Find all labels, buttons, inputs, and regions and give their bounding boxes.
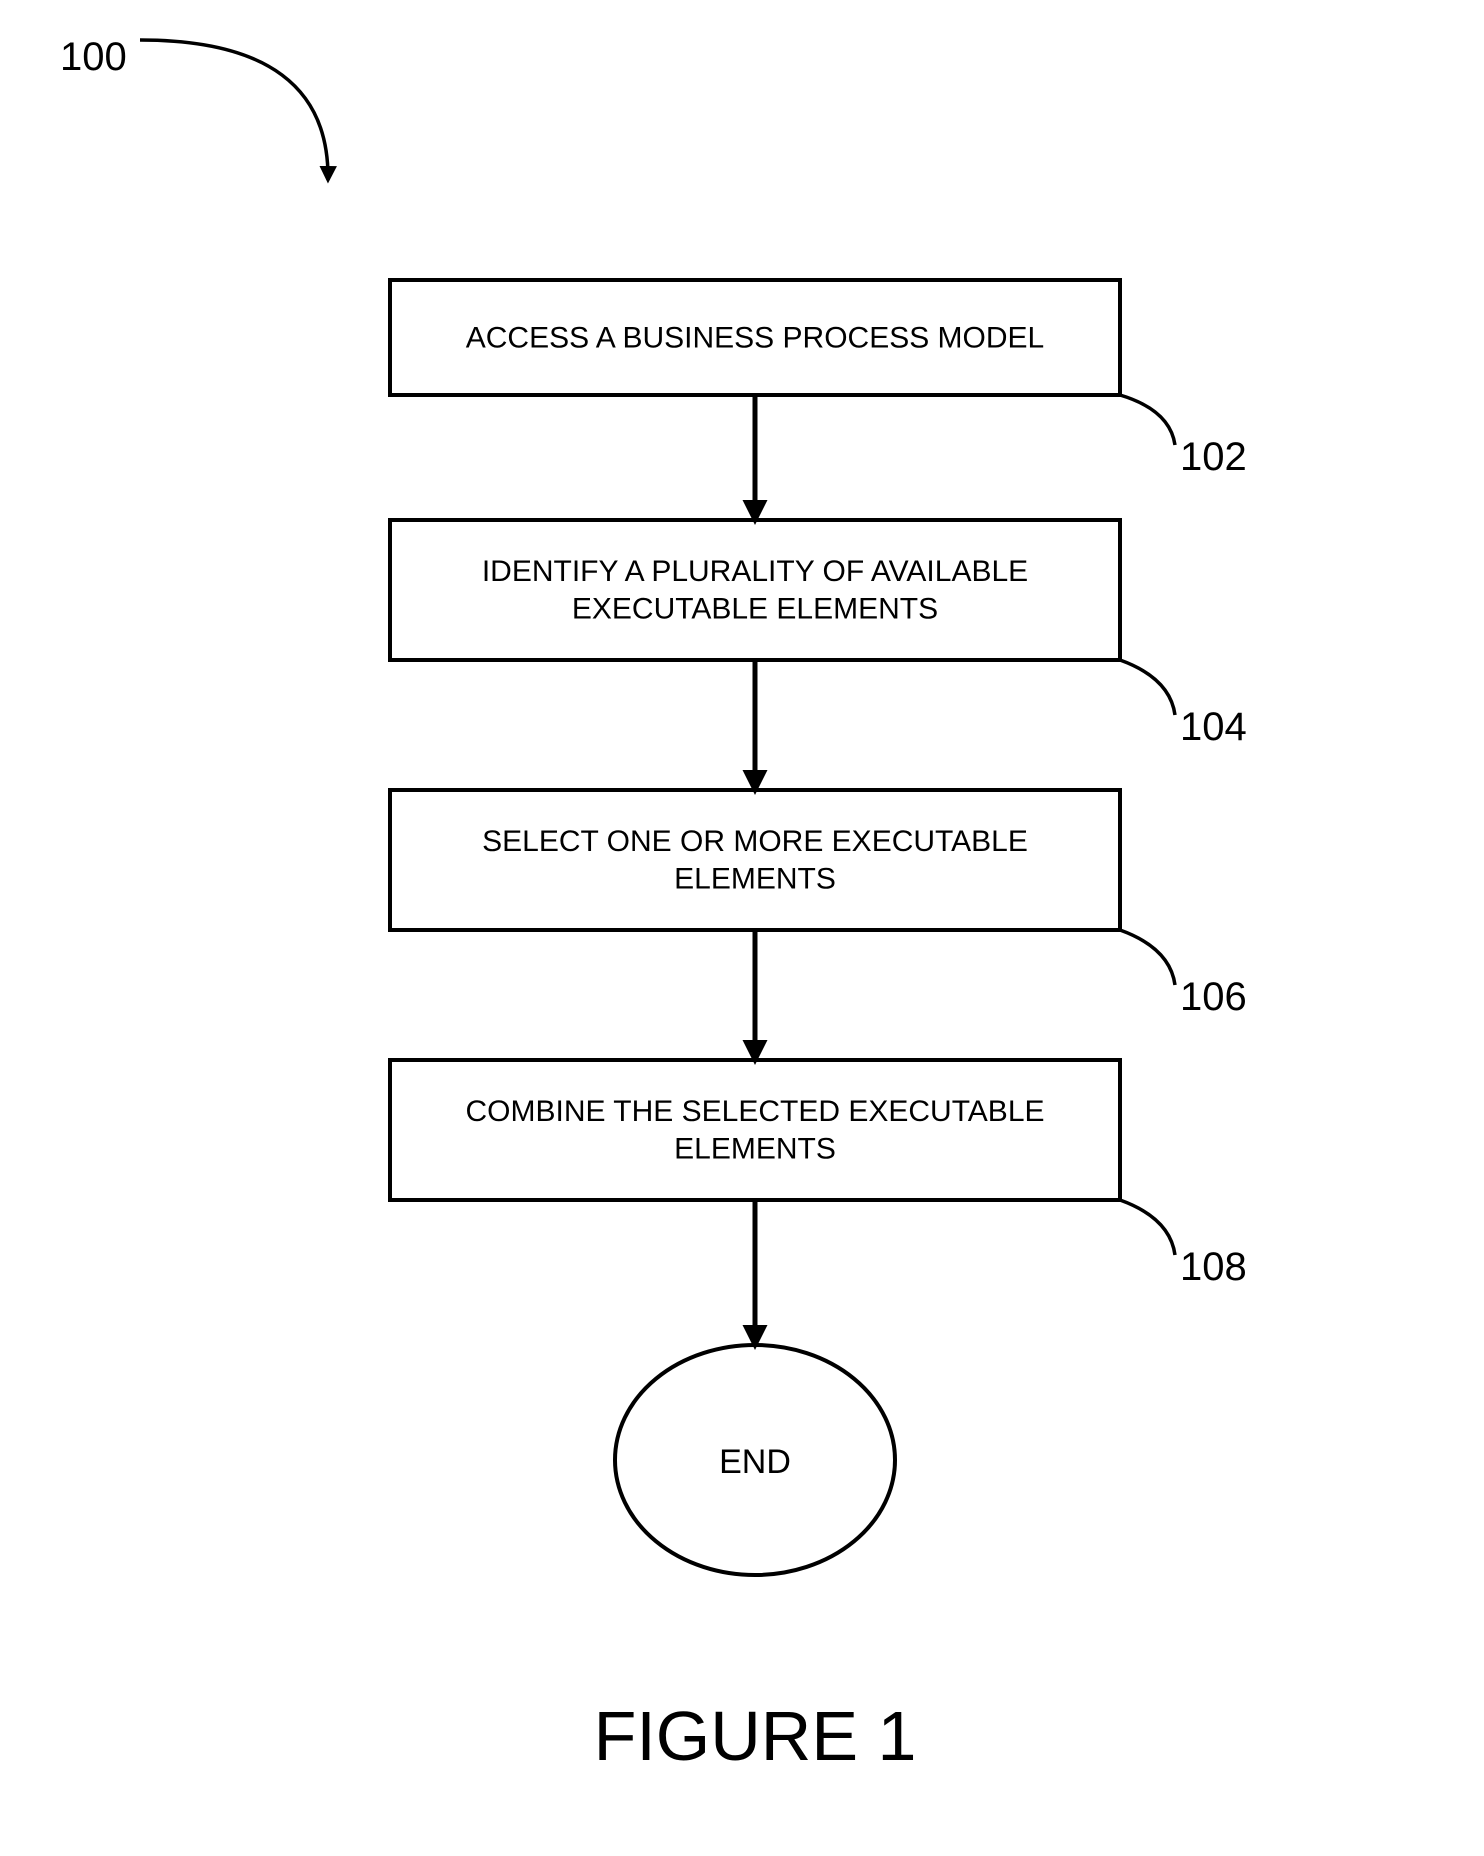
flow-step-1-leader <box>1120 395 1175 445</box>
flow-step-2-leader <box>1120 660 1175 715</box>
flow-step-4-ref: 108 <box>1180 1245 1247 1289</box>
flow-step-3-ref: 106 <box>1180 975 1247 1019</box>
flow-step-2-text-line-1: IDENTIFY A PLURALITY OF AVAILABLE <box>482 555 1028 588</box>
figure-ref-label: 100 <box>60 35 127 79</box>
flow-step-2-ref: 104 <box>1180 705 1247 749</box>
figure-title: FIGURE 1 <box>594 1697 917 1775</box>
flow-step-4: COMBINE THE SELECTED EXECUTABLE ELEMENTS 1… <box>390 1060 1247 1289</box>
flow-step-2: IDENTIFY A PLURALITY OF AVAILABLE EXECUTA… <box>390 520 1247 749</box>
flow-step-1-ref: 102 <box>1180 435 1247 479</box>
flow-step-4-leader <box>1120 1200 1175 1255</box>
end-node-label: END <box>719 1443 791 1481</box>
flow-step-3-box <box>390 790 1120 930</box>
flow-step-4-box <box>390 1060 1120 1200</box>
flow-step-3-text-line-1: SELECT ONE OR MORE EXECUTABLE <box>482 825 1028 858</box>
flow-step-1-text-line-1: ACCESS A BUSINESS PROCESS MODEL <box>466 321 1045 354</box>
flow-step-2-box <box>390 520 1120 660</box>
flow-step-2-text-line-2: EXECUTABLE ELEMENTS <box>572 593 938 626</box>
flow-step-3-text-line-2: ELEMENTS <box>674 863 836 896</box>
flow-step-4-text-line-1: COMBINE THE SELECTED EXECUTABLE <box>465 1095 1044 1128</box>
flow-step-1: ACCESS A BUSINESS PROCESS MODEL 102 <box>390 280 1247 479</box>
flow-step-3: SELECT ONE OR MORE EXECUTABLE ELEMENTS 106 <box>390 790 1247 1019</box>
flow-step-3-leader <box>1120 930 1175 985</box>
figure-ref-arrow <box>140 40 328 180</box>
flow-step-4-text-line-2: ELEMENTS <box>674 1133 836 1166</box>
